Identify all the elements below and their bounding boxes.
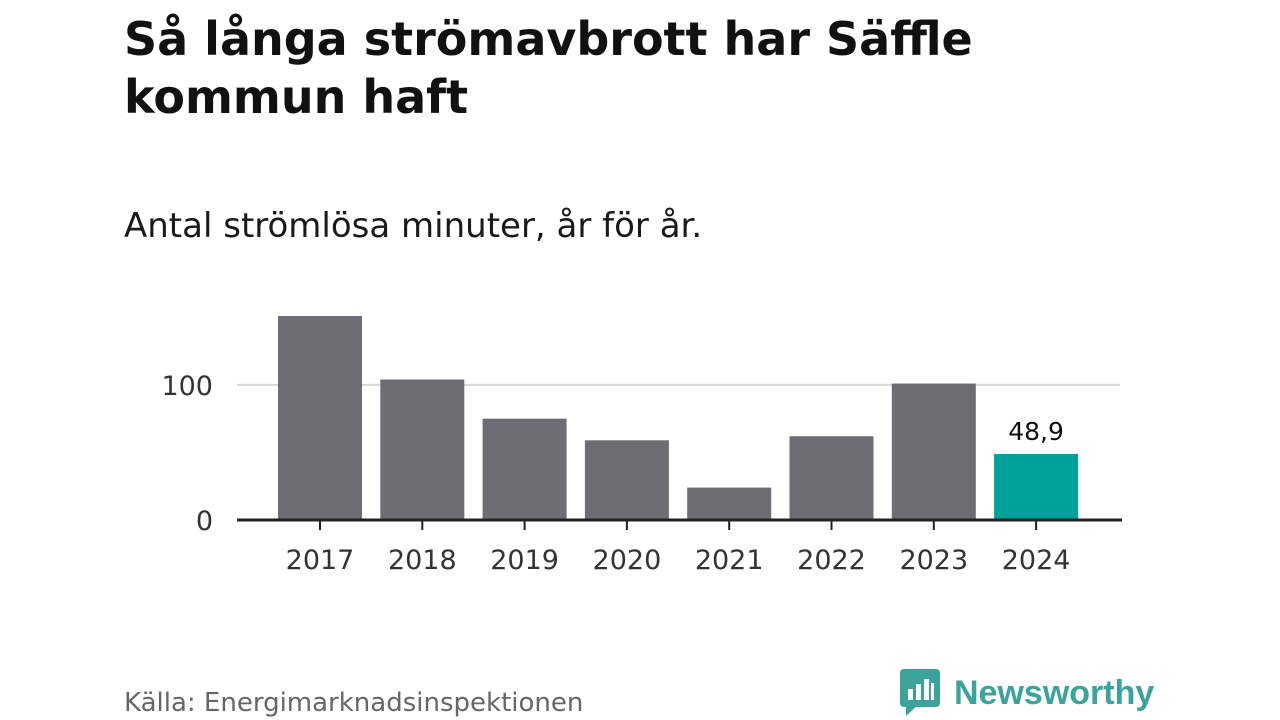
- bar-chart-speech-bubble-icon: [900, 669, 940, 716]
- x-tick-label: 2020: [593, 545, 662, 576]
- data-label: 48,9: [1008, 417, 1064, 446]
- x-tick-label: 2024: [1002, 545, 1071, 576]
- brand-logo: Newsworthy: [900, 668, 1154, 718]
- bar-2024: [994, 453, 1079, 520]
- x-axis: [237, 518, 1122, 530]
- labels: 0 100 2017 2018 2019 2020 2021 2022 2023 2024 48,9: [161, 371, 1070, 576]
- brand-name: Newsworthy: [954, 674, 1155, 712]
- bar-2021: [687, 487, 772, 520]
- chart-subtitle: Antal strömlösa minuter, år för år.: [124, 206, 703, 246]
- chart-title: Så långa strömavbrott har Säffle kommun …: [124, 12, 973, 124]
- x-tick-label: 2021: [695, 545, 764, 576]
- x-tick-label: 2019: [490, 545, 559, 576]
- bar-2020: [584, 440, 669, 520]
- x-tick-label: 2018: [388, 545, 457, 576]
- bar-2022: [789, 436, 874, 520]
- bar-2018: [380, 379, 465, 520]
- source-note: Källa: Energimarknadsinspektionen: [124, 688, 584, 718]
- bars: [278, 316, 1079, 520]
- bar-2023: [891, 383, 976, 520]
- x-tick-label: 2023: [899, 545, 968, 576]
- bar-2017: [278, 316, 362, 520]
- y-tick-label: 0: [196, 506, 213, 537]
- x-tick-label: 2022: [797, 545, 866, 576]
- bar-2019: [482, 418, 567, 520]
- x-tick-label: 2017: [286, 545, 355, 576]
- y-tick-label: 100: [161, 371, 213, 402]
